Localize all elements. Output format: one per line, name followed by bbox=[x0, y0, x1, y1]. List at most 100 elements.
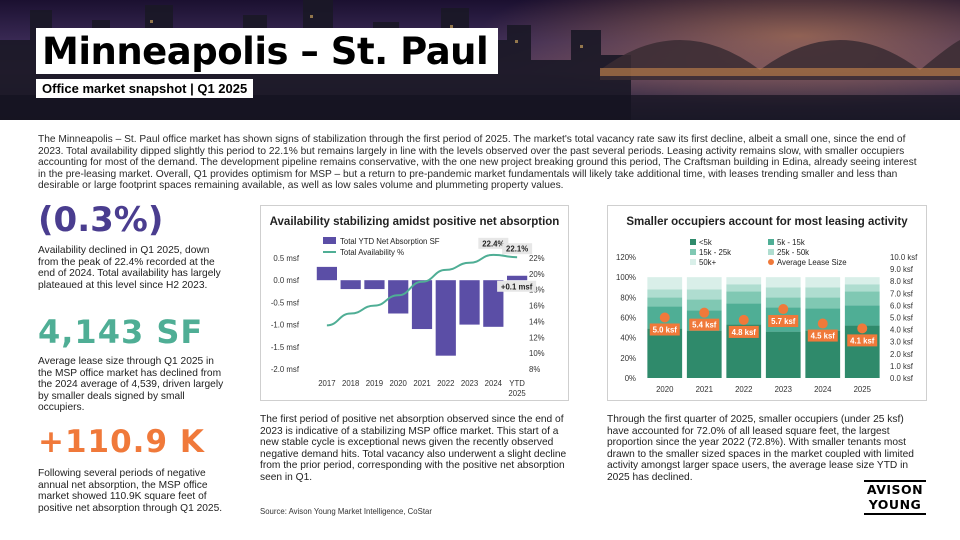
stat-average-lease-size: 4,143 SF bbox=[38, 313, 204, 351]
legend-label: 25k - 50k bbox=[777, 248, 809, 257]
left-axis-tick: 40% bbox=[620, 334, 636, 343]
right-axis-tick: 10.0 ksf bbox=[890, 253, 918, 262]
lease-size-label: 4.5 ksf bbox=[811, 332, 836, 341]
left-axis-tick: 100% bbox=[616, 273, 636, 282]
lease-size-label: 5.4 ksf bbox=[692, 321, 717, 330]
chart2-commentary: Through the first quarter of 2025, small… bbox=[607, 414, 914, 483]
availability-chart: Total YTD Net Absorption SF Total Availab… bbox=[271, 237, 545, 398]
lease-size-label-bg bbox=[847, 334, 878, 347]
right-axis-tick: 0.0 ksf bbox=[890, 374, 914, 383]
page-title: Minneapolis – St. Paul bbox=[42, 30, 489, 73]
absorption-bar bbox=[411, 280, 433, 330]
chart1-commentary: The first period of positive net absorpt… bbox=[260, 414, 567, 483]
left-axis-tick: 0% bbox=[625, 374, 636, 383]
stacked-bar-segment bbox=[844, 325, 880, 378]
right-axis-tick: 12% bbox=[529, 333, 545, 342]
lease-size-label-bg bbox=[768, 315, 799, 328]
x-axis-label: 2018 bbox=[342, 379, 359, 388]
left-axis-tick: 0.5 msf bbox=[273, 254, 299, 263]
peak-label: 22.4% bbox=[482, 239, 504, 248]
stacked-bar-segment bbox=[805, 297, 841, 309]
stacked-bar-segment bbox=[686, 330, 722, 378]
page-subtitle-box: Office market snapshot | Q1 2025 bbox=[36, 79, 254, 98]
stat-availability-change: (0.3%) bbox=[38, 200, 164, 240]
left-axis-tick: 120% bbox=[616, 253, 636, 262]
x-axis-label: 2024 bbox=[814, 385, 832, 394]
legend-label: 5k - 15k bbox=[777, 238, 805, 247]
hero-banner: Minneapolis – St. Paul Office market sna… bbox=[0, 0, 960, 120]
stacked-bar-segment bbox=[686, 289, 722, 300]
lease-size-label: 5.0 ksf bbox=[653, 326, 678, 335]
right-axis-tick: 2.0 ksf bbox=[890, 350, 914, 359]
right-axis-tick: 10% bbox=[529, 349, 545, 358]
stacked-bar-segment bbox=[844, 305, 880, 326]
right-axis-tick: 1.0 ksf bbox=[890, 362, 914, 371]
stacked-bar-segment bbox=[844, 291, 880, 306]
stacked-bar-segment bbox=[765, 331, 801, 378]
intro-paragraph: The Minneapolis – St. Paul office market… bbox=[38, 134, 917, 192]
right-axis-tick: 7.0 ksf bbox=[890, 289, 914, 298]
left-axis-tick: -0.5 msf bbox=[271, 298, 300, 307]
legend-lease-size-swatch bbox=[768, 259, 774, 265]
availability-chart-panel: Availability stabilizing amidst positive… bbox=[260, 205, 569, 401]
stacked-bar-segment bbox=[726, 291, 762, 304]
lease-size-label: 4.1 ksf bbox=[850, 336, 875, 345]
legend-lease-size-label: Average Lease Size bbox=[777, 258, 847, 267]
legend-swatch bbox=[768, 239, 774, 245]
x-axis-label: 2017 bbox=[318, 379, 335, 388]
absorption-label: +0.1 msf bbox=[501, 282, 533, 291]
left-axis-tick: -2.0 msf bbox=[271, 365, 300, 374]
stat-availability-text: Availability declined in Q1 2025, down f… bbox=[38, 245, 221, 291]
chart1-title: Availability stabilizing amidst positive… bbox=[269, 216, 560, 228]
lease-size-point bbox=[778, 304, 789, 315]
lease-size-label-bg bbox=[689, 318, 720, 331]
stacked-bar-segment bbox=[765, 287, 801, 298]
logo-line-2: YOUNG bbox=[868, 496, 922, 512]
stacked-bar-segment bbox=[647, 297, 683, 307]
page-title-box: Minneapolis – St. Paul bbox=[36, 28, 499, 74]
page-subtitle: Office market snapshot | Q1 2025 bbox=[42, 81, 248, 96]
absorption-bar bbox=[459, 280, 480, 325]
x-axis-label: 2020 bbox=[656, 385, 674, 394]
absorption-bar bbox=[507, 275, 528, 281]
avison-young-logo: AVISON YOUNG bbox=[864, 480, 926, 515]
right-axis-tick: 3.0 ksf bbox=[890, 338, 914, 347]
legend-label: <5k bbox=[699, 238, 712, 247]
left-axis-tick: 80% bbox=[620, 293, 636, 302]
stacked-bar-segment bbox=[805, 287, 841, 298]
absorption-label-bg bbox=[497, 280, 537, 292]
stat-lease-size-text: Average lease size through Q1 2025 in th… bbox=[38, 356, 224, 413]
absorption-bar bbox=[316, 266, 337, 281]
legend-swatch bbox=[690, 239, 696, 245]
stacked-bar-segment bbox=[726, 284, 762, 292]
stacked-bar-segment bbox=[647, 289, 683, 298]
lease-size-label-bg bbox=[649, 323, 680, 336]
legend-availability-label: Total Availability % bbox=[340, 248, 404, 257]
left-axis-tick: 20% bbox=[620, 354, 636, 363]
lease-size-point bbox=[659, 312, 670, 323]
left-axis-tick: -1.0 msf bbox=[271, 321, 300, 330]
right-axis-tick: 22% bbox=[529, 254, 545, 263]
absorption-bar bbox=[483, 280, 504, 327]
stat-absorption-text: Following several periods of negative an… bbox=[38, 468, 223, 514]
x-axis-label: 2024 bbox=[485, 379, 503, 388]
stacked-bar-segment bbox=[726, 303, 762, 325]
right-axis-tick: 16% bbox=[529, 302, 545, 311]
current-label: 22.1% bbox=[506, 245, 528, 254]
lease-size-point bbox=[738, 314, 749, 325]
x-axis-label: 2023 bbox=[775, 385, 792, 394]
right-axis-tick: 18% bbox=[529, 286, 545, 295]
legend-swatch bbox=[690, 259, 696, 265]
lease-size-label: 4.8 ksf bbox=[732, 328, 757, 337]
right-axis-tick: 5.0 ksf bbox=[890, 314, 914, 323]
left-axis-tick: 0.0 msf bbox=[273, 276, 299, 285]
right-axis-tick: 9.0 ksf bbox=[890, 265, 914, 274]
lease-size-point bbox=[857, 323, 868, 334]
stacked-bar-segment bbox=[765, 297, 801, 308]
x-axis-label: 2022 bbox=[735, 385, 752, 394]
absorption-bar bbox=[388, 280, 409, 314]
x-axis-label: 2025 bbox=[854, 385, 872, 394]
absorption-bar bbox=[340, 280, 361, 290]
leasing-chart-panel: Smaller occupiers account for most leasi… bbox=[607, 205, 927, 401]
stacked-bar-segment bbox=[686, 277, 722, 290]
